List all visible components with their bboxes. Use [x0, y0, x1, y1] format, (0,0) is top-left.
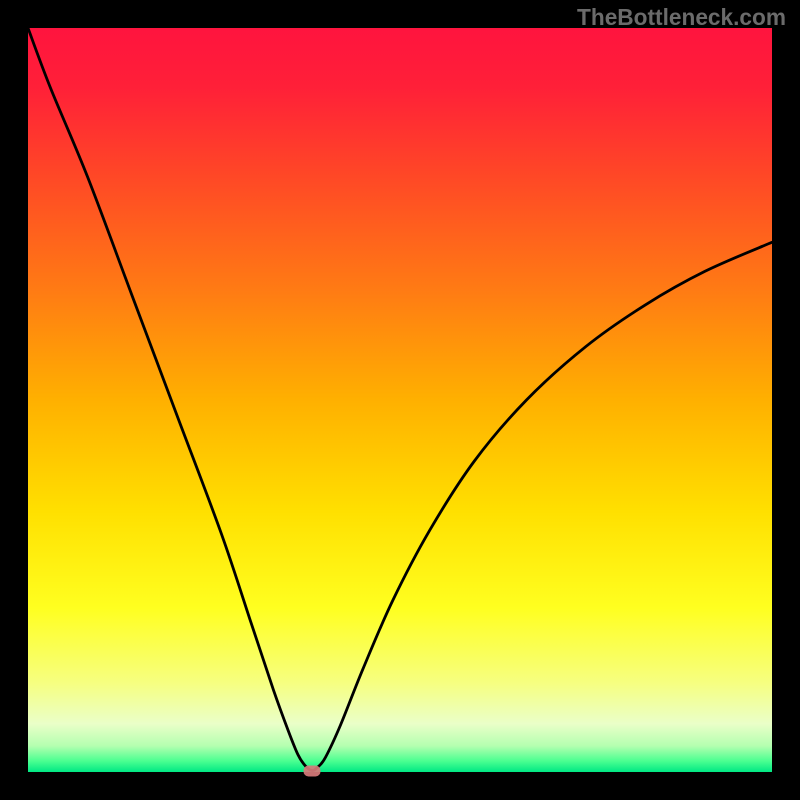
optimum-marker — [304, 766, 321, 777]
canvas-root: TheBottleneck.com — [0, 0, 800, 800]
watermark-text: TheBottleneck.com — [577, 4, 786, 31]
bottleneck-curve — [28, 28, 772, 771]
curve-svg — [28, 28, 772, 772]
plot-area — [28, 28, 772, 772]
